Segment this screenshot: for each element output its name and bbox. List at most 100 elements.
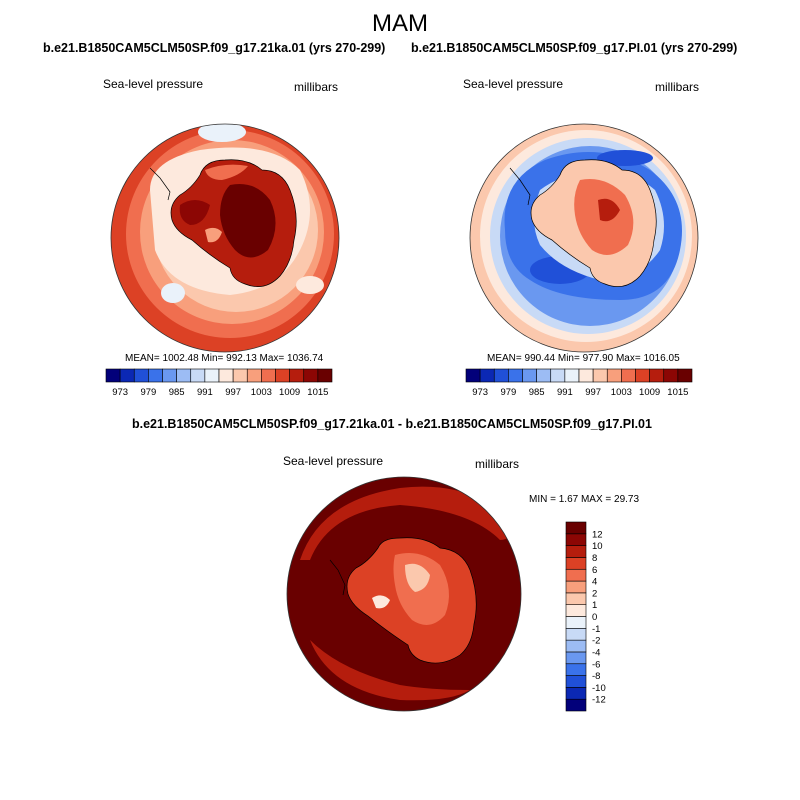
colorbar-2-box: [465, 368, 481, 383]
map1-interior-max: [220, 184, 276, 258]
colorbar-3-tick-label: 6: [592, 565, 597, 576]
colorbar-1-box: [176, 368, 192, 383]
colorbar-3-box: [565, 675, 587, 688]
colorbar-1: 973 979 985 991 997 1003 1009 1015: [105, 368, 333, 398]
colorbar-2-box: [479, 368, 495, 383]
colorbar-2-tick-label: 979: [500, 387, 516, 398]
colorbar-3-tick-label: -1: [592, 624, 600, 635]
colorbar-2-tick-label: 1009: [639, 387, 660, 398]
colorbar-3-box: [565, 545, 587, 558]
panel-1-units-label: millibars: [294, 80, 339, 94]
panel-2-variable-label: Sea-level pressure: [463, 77, 564, 91]
colorbar-2-box: [493, 368, 509, 383]
colorbar-3-tick-label: -10: [592, 683, 606, 694]
colorbar-2-box: [592, 368, 608, 383]
panel-1-variable-label: Sea-level pressure: [103, 77, 204, 91]
map1-light-patch: [296, 276, 324, 294]
colorbar-1-box: [162, 368, 177, 383]
colorbar-1-tick-label: 985: [169, 387, 185, 398]
colorbar-3-box: [565, 604, 587, 617]
colorbar-1-box: [232, 368, 248, 383]
panel-2-title: b.e21.B1850CAM5CLM50SP.f09_g17.PI.01 (yr…: [411, 41, 738, 55]
colorbar-1-box: [105, 368, 121, 383]
map2-peninsula: [509, 167, 531, 206]
map3-border: [286, 476, 522, 712]
colorbar-1-tick-label: 1015: [307, 387, 328, 398]
colorbar-2-box: [677, 368, 693, 383]
main-title: MAM: [372, 10, 428, 37]
map3-band-north: [300, 486, 512, 560]
colorbar-1-box: [190, 368, 206, 383]
map1-lowpress-patch-left: [161, 283, 185, 303]
colorbar-3-box: [565, 568, 587, 582]
panel-3-stats: MIN = 1.67 MAX = 29.73: [529, 494, 640, 505]
colorbar-2-box: [621, 368, 636, 383]
colorbar-2-tick-label: 973: [472, 387, 488, 398]
map1-border: [110, 123, 340, 353]
colorbar-3-box: [565, 592, 587, 605]
colorbar-1-box: [275, 368, 290, 383]
map2-low-core-north: [597, 150, 653, 166]
colorbar-1-tick-label: 973: [112, 387, 128, 398]
colorbar-1-box: [218, 368, 234, 383]
map1-ice-shelf-light: [205, 227, 222, 243]
colorbar-3-box: [565, 687, 587, 700]
colorbar-1-box: [133, 368, 149, 383]
colorbar-3-box: [565, 580, 587, 594]
panel-2-stats: MEAN= 990.44 Min= 977.90 Max= 1016.05: [487, 353, 680, 364]
colorbar-1-box: [303, 368, 319, 383]
colorbar-3-tick-label: 0: [592, 612, 597, 623]
panel-3-title: b.e21.B1850CAM5CLM50SP.f09_g17.21ka.01 -…: [132, 417, 652, 431]
colorbar-3-tick-label: 12: [592, 529, 603, 540]
map1-coast-band: [205, 164, 248, 180]
colorbar-3-box: [565, 521, 587, 535]
colorbar-3-box: [565, 628, 587, 641]
colorbar-3-box: [565, 557, 587, 570]
map3-peninsula: [329, 559, 346, 596]
colorbar-1-box: [317, 368, 333, 383]
map2-border: [469, 123, 699, 353]
panel-1-title: b.e21.B1850CAM5CLM50SP.f09_g17.21ka.01 (…: [43, 41, 386, 55]
colorbar-3-tick-label: 2: [592, 588, 597, 599]
map-panel-3: [286, 476, 522, 712]
colorbar-3-tick-label: 4: [592, 577, 597, 588]
colorbar-3-box: [565, 651, 587, 665]
colorbar-1-box: [289, 368, 305, 383]
colorbar-3-tick-label: 1: [592, 600, 597, 611]
colorbar-2-tick-label: 1015: [667, 387, 688, 398]
colorbar-3-box: [565, 698, 587, 712]
colorbar-3-box: [565, 639, 587, 653]
colorbar-1-tick-label: 1003: [251, 387, 272, 398]
colorbar-1-box: [246, 368, 262, 383]
map-panel-1: [110, 123, 340, 353]
map1-lowpress-patch-top: [198, 124, 246, 142]
colorbar-2-box: [578, 368, 594, 383]
colorbar-2-box: [635, 368, 650, 383]
colorbar-2-box: [536, 368, 552, 383]
colorbar-1-box: [148, 368, 163, 383]
colorbar-3-tick-label: 10: [592, 541, 603, 552]
map3-shelf-light: [372, 595, 390, 609]
colorbar-1-tick-label: 997: [225, 387, 241, 398]
panel-2-units-label: millibars: [655, 80, 700, 94]
colorbar-3-tick-label: -4: [592, 647, 600, 658]
colorbar-2-box: [649, 368, 665, 383]
colorbar-2-box: [522, 368, 537, 383]
colorbar-2: 973 979 985 991 997 1003 1009 1015: [465, 368, 693, 398]
colorbar-3-box: [565, 663, 587, 676]
colorbar-1-box: [119, 368, 135, 383]
colorbar-2-box: [508, 368, 523, 383]
panel-3-units-label: millibars: [475, 457, 520, 471]
colorbar-3-tick-label: -6: [592, 659, 600, 670]
colorbar-1-tick-label: 991: [197, 387, 213, 398]
map2-interior-max: [598, 198, 620, 222]
panel-3-variable-label: Sea-level pressure: [283, 454, 384, 468]
colorbar-2-tick-label: 985: [529, 387, 545, 398]
colorbar-3-box: [565, 533, 587, 546]
colorbar-2-tick-label: 1003: [611, 387, 632, 398]
colorbar-2-box: [564, 368, 580, 383]
colorbar-3-tick-label: -2: [592, 636, 600, 647]
colorbar-2-box: [550, 368, 566, 383]
